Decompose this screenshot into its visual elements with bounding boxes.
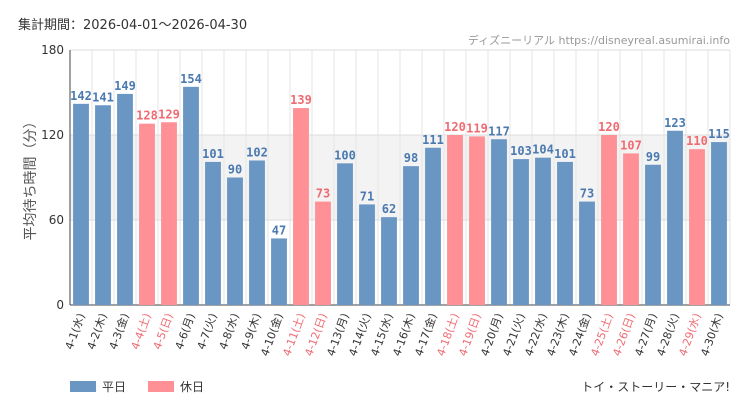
- bar: [315, 201, 331, 305]
- bar-value-label: 115: [708, 127, 730, 141]
- bar-value-label: 120: [444, 120, 466, 134]
- bar: [711, 142, 727, 305]
- bar: [139, 123, 155, 306]
- bar: [469, 136, 485, 305]
- bar-value-label: 107: [620, 138, 642, 152]
- x-tick-label: 4-6(月): [173, 312, 198, 352]
- bar: [645, 164, 661, 305]
- bar-value-label: 110: [686, 134, 708, 148]
- bar-value-label: 128: [136, 109, 158, 123]
- y-tick-label: 60: [49, 213, 64, 227]
- legend-item-holiday: 休日: [148, 378, 204, 395]
- bar-value-label: 141: [92, 90, 114, 104]
- bar: [117, 93, 133, 306]
- bar: [535, 157, 551, 305]
- legend-item-weekday: 平日: [70, 378, 126, 395]
- bar: [227, 177, 243, 305]
- bar: [337, 163, 353, 305]
- bar-value-label: 104: [532, 143, 554, 157]
- legend-swatch-holiday: [148, 381, 175, 392]
- bar-value-label: 139: [290, 93, 312, 107]
- bar: [667, 130, 683, 305]
- bar: [271, 238, 287, 305]
- y-axis-title: 平均待ち時間（分）: [23, 115, 39, 241]
- x-tick-label: 4-5(日): [151, 312, 176, 352]
- bar: [161, 122, 177, 305]
- bar-value-label: 73: [580, 187, 594, 201]
- y-tick-label: 120: [41, 128, 64, 142]
- bar: [249, 160, 265, 305]
- x-tick-label: 4-2(木): [85, 312, 110, 352]
- x-tick-label: 4-1(水): [63, 312, 88, 352]
- bar-value-label: 142: [70, 89, 92, 103]
- bar-chart: 0 60 120 180 平均待ち時間（分） 142 4-1(水) 141 4-2(木) 149 4…: [23, 43, 731, 358]
- x-tick-label: 4-3(金): [106, 311, 132, 351]
- bar-value-label: 73: [316, 187, 330, 201]
- bar: [381, 217, 397, 305]
- bar: [205, 161, 221, 305]
- bar-value-label: 71: [360, 189, 374, 203]
- bar: [447, 135, 463, 305]
- period-label: 集計期間：2026-04-01～2026-04-30: [18, 18, 248, 33]
- credit-link[interactable]: ディズニーリアル https://disneyreal.asumirai.inf…: [467, 34, 730, 47]
- bar: [689, 149, 705, 305]
- legend-label-weekday: 平日: [102, 380, 127, 394]
- bar: [425, 147, 441, 305]
- bar-value-label: 123: [664, 116, 686, 130]
- bar-value-label: 117: [488, 124, 510, 138]
- bar: [95, 105, 111, 305]
- x-tick-label: 4-7(火): [195, 312, 220, 352]
- legend-label-holiday: 休日: [180, 380, 205, 394]
- bar-value-label: 111: [422, 133, 444, 147]
- bar-value-label: 90: [228, 163, 242, 177]
- bar-value-label: 101: [554, 147, 576, 161]
- bar-value-label: 119: [466, 121, 488, 135]
- bar: [183, 86, 199, 305]
- bar: [513, 159, 529, 305]
- bar: [359, 204, 375, 305]
- bar-value-label: 62: [382, 202, 396, 216]
- bar-value-label: 149: [114, 79, 136, 93]
- legend-swatch-weekday: [70, 381, 96, 392]
- y-tick-label: 180: [41, 43, 64, 57]
- bar: [491, 139, 507, 305]
- bar: [579, 201, 595, 305]
- bar-value-label: 47: [272, 223, 286, 237]
- bar-value-label: 129: [158, 107, 180, 121]
- bar: [403, 166, 419, 305]
- bar-value-label: 102: [246, 146, 268, 160]
- y-tick-label: 0: [56, 298, 64, 312]
- bar: [601, 135, 617, 305]
- bar-value-label: 98: [404, 151, 418, 165]
- bar-value-label: 154: [180, 72, 202, 86]
- bar: [623, 153, 639, 305]
- x-tick-label: 4-8(水): [217, 312, 242, 352]
- bar: [557, 161, 573, 305]
- bar-value-label: 103: [510, 144, 532, 158]
- bar-value-label: 100: [334, 148, 356, 162]
- bar-value-label: 99: [646, 150, 660, 164]
- bar: [73, 103, 89, 305]
- legend: 平日 休日: [70, 378, 204, 395]
- attraction-name: トイ・ストーリー・マニア!: [581, 380, 730, 394]
- x-tick-label: 4-9(木): [239, 312, 264, 352]
- bar-value-label: 120: [598, 120, 620, 134]
- bar: [293, 108, 309, 305]
- bar-value-label: 101: [202, 147, 224, 161]
- x-tick-label: 4-4(土): [129, 312, 154, 352]
